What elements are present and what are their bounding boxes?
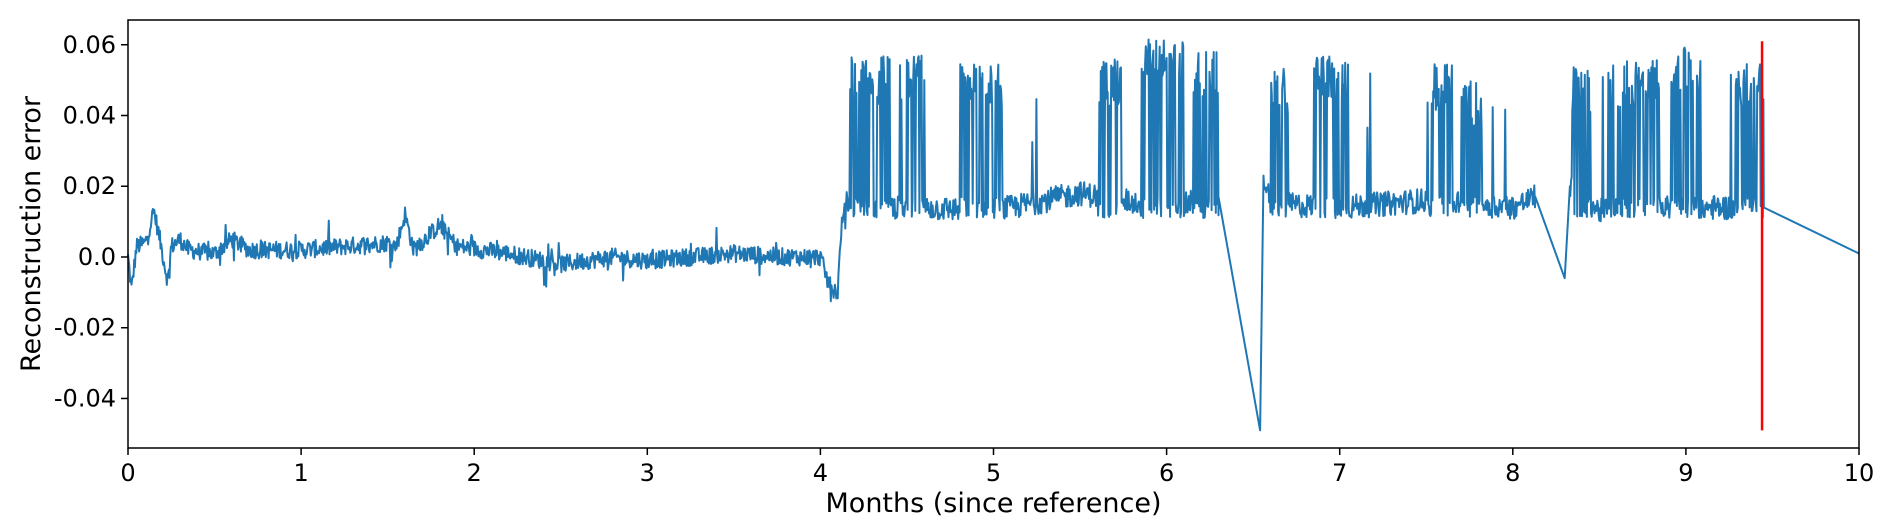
x-tick-label: 4 [813, 459, 828, 487]
x-tick-label: 9 [1678, 459, 1693, 487]
y-tick-label: 0.02 [63, 172, 116, 200]
x-tick-label: 6 [1159, 459, 1174, 487]
y-tick-label: -0.04 [54, 384, 116, 412]
y-tick-label: 0.06 [63, 31, 116, 59]
y-axis-label: Reconstruction error [16, 95, 47, 372]
y-tick-label: 0.04 [63, 102, 116, 130]
x-axis-label: Months (since reference) [826, 488, 1162, 519]
plot-frame [127, 19, 1860, 449]
x-tick-label: 5 [986, 459, 1001, 487]
series-layer [127, 38, 1860, 432]
y-axis: 0.06 0.04 0.02 0.0 -0.02 -0.04 [54, 31, 128, 412]
x-tick-label: 1 [293, 459, 308, 487]
x-tick-label: 8 [1505, 459, 1520, 487]
x-axis: 0 1 2 3 4 5 6 7 8 9 10 [120, 448, 1874, 487]
y-tick-label: 0.0 [78, 243, 116, 271]
y-tick-label: -0.02 [54, 314, 116, 342]
x-tick-label: 0 [120, 459, 135, 487]
reconstruction-error-line [127, 38, 1860, 432]
x-tick-label: 3 [640, 459, 655, 487]
x-tick-label: 2 [467, 459, 482, 487]
x-tick-label: 10 [1844, 459, 1875, 487]
x-tick-label: 7 [1332, 459, 1347, 487]
